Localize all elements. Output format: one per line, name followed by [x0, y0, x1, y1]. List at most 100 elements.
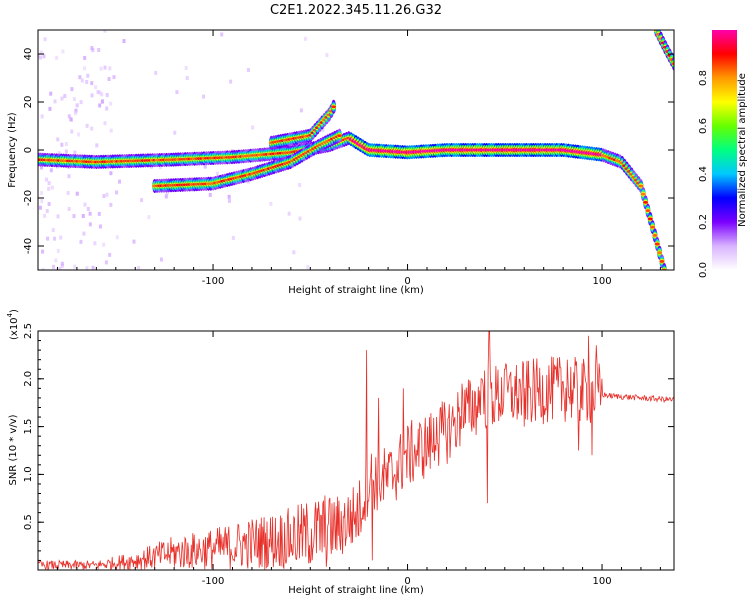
noise-cell: [44, 177, 48, 182]
y-tick-label: -40: [23, 238, 34, 254]
heatmap-cell: [645, 209, 651, 213]
noise-cell: [321, 127, 325, 132]
noise-cell: [83, 55, 87, 60]
noise-cell: [105, 192, 109, 197]
heatmap-cell: [659, 259, 665, 263]
noise-cell: [185, 76, 189, 81]
noise-cell: [220, 32, 224, 37]
noise-cell: [103, 30, 107, 33]
y-tick-label: 1.5: [23, 419, 34, 435]
noise-cell: [90, 46, 94, 51]
noise-cell: [70, 129, 74, 134]
noise-cell: [73, 150, 77, 155]
noise-cell: [41, 267, 45, 270]
noise-cell: [81, 213, 85, 218]
noise-cell: [208, 192, 212, 197]
y-tick-label: 20: [23, 96, 34, 109]
noise-cell: [56, 248, 60, 253]
noise-cell: [56, 137, 60, 142]
snr-frame: [37, 330, 675, 571]
x-tick-label: 100: [592, 576, 611, 587]
noise-cell: [90, 81, 94, 86]
noise-cell: [43, 213, 47, 218]
noise-cell: [56, 214, 60, 219]
noise-cell: [105, 106, 109, 111]
noise-cell: [98, 90, 102, 95]
heatmap-cell: [652, 233, 658, 237]
colorbar: 0.0 0.2 0.4 0.6 0.8 Normalized spectral ampl…: [698, 30, 748, 278]
noise-cell: [103, 65, 107, 70]
noise-cell: [97, 48, 101, 53]
y-tick-label: 0: [23, 147, 34, 153]
snr-axes: -100 0 100 0.5 1.0 1.5 2.0 2.5: [23, 323, 674, 587]
noise-cell: [90, 126, 94, 131]
noise-cell: [60, 263, 64, 268]
noise-cell: [64, 149, 68, 154]
noise-cell: [104, 260, 108, 265]
noise-cell: [98, 103, 102, 108]
noise-cell: [39, 55, 43, 60]
noise-cell: [105, 93, 109, 98]
noise-cell: [82, 231, 86, 236]
noise-cell: [40, 191, 44, 196]
heatmap-cell: [671, 62, 674, 65]
noise-cell: [83, 66, 87, 71]
noise-cell: [60, 261, 64, 266]
noise-cell: [227, 198, 231, 203]
y-tick-label: 1.0: [23, 466, 34, 482]
heatmap-cell: [650, 225, 655, 229]
noise-cell: [67, 114, 71, 119]
noise-cell: [73, 111, 77, 116]
noise-cell: [231, 235, 235, 240]
noise-cell: [115, 190, 119, 195]
spectrogram-heatmap: [38, 30, 674, 270]
noise-cell: [67, 207, 71, 212]
noise-cell: [298, 216, 302, 221]
noise-cell: [95, 143, 99, 148]
noise-cell: [306, 265, 310, 270]
x-tick-label: 0: [404, 276, 410, 287]
heatmap-cell: [337, 134, 342, 138]
noise-cell: [39, 165, 43, 170]
noise-cell: [149, 164, 153, 169]
noise-cell: [85, 266, 89, 270]
snr-line: [38, 331, 674, 570]
noise-cell: [88, 222, 92, 227]
heatmap-cell: [647, 217, 653, 221]
noise-cell: [77, 132, 81, 137]
noise-cell: [93, 241, 97, 246]
noise-cell: [158, 165, 162, 170]
noise-cell: [98, 224, 102, 229]
noise-cell: [251, 125, 255, 130]
heatmap-cell: [638, 184, 644, 188]
noise-cell: [51, 228, 55, 233]
y-tick-label: 2.0: [23, 371, 34, 387]
noise-cell: [173, 130, 177, 135]
noise-cell: [97, 211, 101, 216]
noise-cell: [115, 235, 119, 240]
noise-cell: [94, 85, 98, 90]
noise-cell: [303, 36, 307, 41]
snr-xlabel: Height of straight line (km): [288, 585, 424, 596]
noise-cell: [88, 211, 92, 216]
noise-cell: [79, 239, 83, 244]
snr-panel: -100 0 100 0.5 1.0 1.5 2.0 2.5 Height of straig…: [6, 309, 675, 596]
noise-cell: [41, 249, 45, 254]
noise-cell: [184, 66, 188, 71]
x-tick-label: -100: [202, 576, 225, 587]
noise-cell: [102, 194, 106, 199]
heatmap-cell: [640, 192, 646, 196]
noise-cell: [51, 264, 55, 269]
colorbar-tick-label: 0.8: [698, 70, 709, 86]
heatmap-cell: [643, 200, 648, 204]
noise-cell: [91, 48, 95, 53]
spectrogram-xlabel: Height of straight line (km): [288, 285, 424, 296]
noise-cell: [60, 96, 64, 101]
noise-cell: [70, 87, 74, 92]
noise-cell: [147, 215, 151, 220]
noise-cell: [109, 202, 113, 207]
snr-line-group: [38, 331, 674, 570]
noise-cell: [73, 264, 77, 269]
noise-cell: [299, 108, 303, 113]
noise-cell: [292, 250, 296, 255]
